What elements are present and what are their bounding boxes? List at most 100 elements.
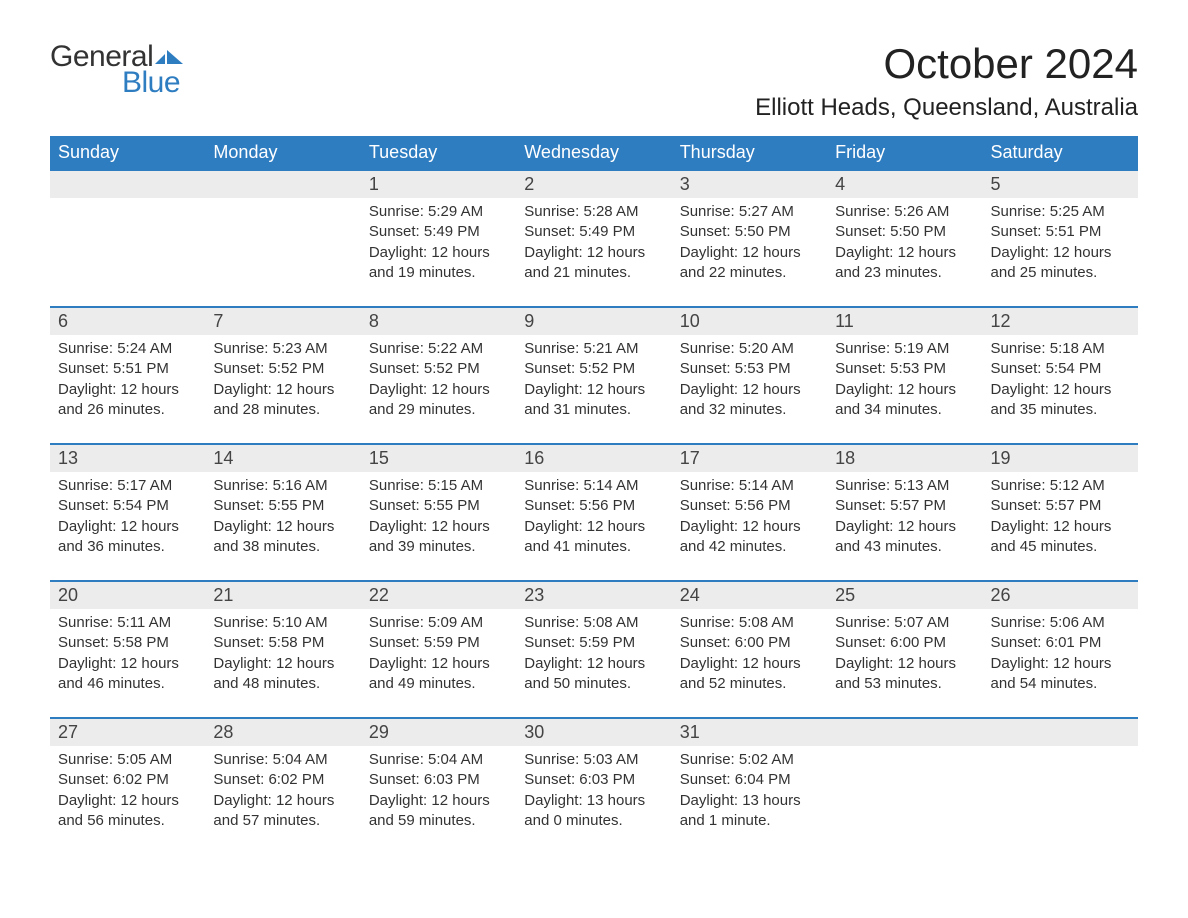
sunrise-text: Sunrise: 5:04 AM [369,750,508,770]
day-header-row: Sunday Monday Tuesday Wednesday Thursday… [50,136,1138,169]
week-row: 20212223242526Sunrise: 5:11 AMSunset: 5:… [50,580,1138,717]
week-row: 2728293031Sunrise: 5:05 AMSunset: 6:02 P… [50,717,1138,854]
week-row: 6789101112Sunrise: 5:24 AMSunset: 5:51 P… [50,306,1138,443]
date-cell: 17 [672,445,827,472]
day-cell: Sunrise: 5:11 AMSunset: 5:58 PMDaylight:… [50,609,205,717]
sunrise-text: Sunrise: 5:03 AM [524,750,663,770]
content-row: Sunrise: 5:24 AMSunset: 5:51 PMDaylight:… [50,335,1138,443]
date-cell: 6 [50,308,205,335]
day-cell: Sunrise: 5:22 AMSunset: 5:52 PMDaylight:… [361,335,516,443]
date-cell: 9 [516,308,671,335]
sunset-text: Sunset: 6:02 PM [213,770,352,790]
sunset-text: Sunset: 5:57 PM [991,496,1130,516]
day2-text: and 31 minutes. [524,400,663,420]
date-cell: 31 [672,719,827,746]
day1-text: Daylight: 12 hours [991,243,1130,263]
date-cell [983,719,1138,746]
week-row: 13141516171819Sunrise: 5:17 AMSunset: 5:… [50,443,1138,580]
day1-text: Daylight: 12 hours [213,380,352,400]
date-cell: 24 [672,582,827,609]
day-cell: Sunrise: 5:10 AMSunset: 5:58 PMDaylight:… [205,609,360,717]
date-cell: 10 [672,308,827,335]
sunset-text: Sunset: 5:59 PM [524,633,663,653]
page-title: October 2024 [755,40,1138,88]
day1-text: Daylight: 12 hours [369,380,508,400]
day-cell [50,198,205,306]
sunset-text: Sunset: 6:03 PM [524,770,663,790]
date-cell: 13 [50,445,205,472]
day-cell: Sunrise: 5:08 AMSunset: 6:00 PMDaylight:… [672,609,827,717]
day2-text: and 53 minutes. [835,674,974,694]
day1-text: Daylight: 12 hours [835,517,974,537]
date-cell: 27 [50,719,205,746]
date-cell: 4 [827,171,982,198]
day1-text: Daylight: 12 hours [991,380,1130,400]
day2-text: and 56 minutes. [58,811,197,831]
sunset-text: Sunset: 6:02 PM [58,770,197,790]
day1-text: Daylight: 12 hours [58,380,197,400]
day1-text: Daylight: 12 hours [369,791,508,811]
date-cell: 5 [983,171,1138,198]
day2-text: and 32 minutes. [680,400,819,420]
date-cell: 18 [827,445,982,472]
sunset-text: Sunset: 5:51 PM [58,359,197,379]
date-row: 6789101112 [50,308,1138,335]
date-cell: 16 [516,445,671,472]
day-cell: Sunrise: 5:08 AMSunset: 5:59 PMDaylight:… [516,609,671,717]
sunrise-text: Sunrise: 5:22 AM [369,339,508,359]
sunrise-text: Sunrise: 5:29 AM [369,202,508,222]
date-cell: 25 [827,582,982,609]
day-cell: Sunrise: 5:16 AMSunset: 5:55 PMDaylight:… [205,472,360,580]
day-cell: Sunrise: 5:28 AMSunset: 5:49 PMDaylight:… [516,198,671,306]
date-cell: 11 [827,308,982,335]
day-cell: Sunrise: 5:18 AMSunset: 5:54 PMDaylight:… [983,335,1138,443]
day2-text: and 26 minutes. [58,400,197,420]
day1-text: Daylight: 12 hours [835,380,974,400]
sunrise-text: Sunrise: 5:02 AM [680,750,819,770]
day1-text: Daylight: 12 hours [524,380,663,400]
sunrise-text: Sunrise: 5:07 AM [835,613,974,633]
sunset-text: Sunset: 5:49 PM [369,222,508,242]
sunrise-text: Sunrise: 5:21 AM [524,339,663,359]
day2-text: and 28 minutes. [213,400,352,420]
sunset-text: Sunset: 5:56 PM [680,496,819,516]
date-cell: 14 [205,445,360,472]
sunrise-text: Sunrise: 5:08 AM [524,613,663,633]
sunrise-text: Sunrise: 5:20 AM [680,339,819,359]
day2-text: and 38 minutes. [213,537,352,557]
day2-text: and 1 minute. [680,811,819,831]
day2-text: and 46 minutes. [58,674,197,694]
sunset-text: Sunset: 6:03 PM [369,770,508,790]
sunrise-text: Sunrise: 5:25 AM [991,202,1130,222]
day1-text: Daylight: 12 hours [369,243,508,263]
date-cell [205,171,360,198]
date-cell: 8 [361,308,516,335]
day-header-thursday: Thursday [672,136,827,169]
day-cell: Sunrise: 5:14 AMSunset: 5:56 PMDaylight:… [672,472,827,580]
sunset-text: Sunset: 5:59 PM [369,633,508,653]
date-cell: 23 [516,582,671,609]
content-row: Sunrise: 5:05 AMSunset: 6:02 PMDaylight:… [50,746,1138,854]
day2-text: and 22 minutes. [680,263,819,283]
day2-text: and 52 minutes. [680,674,819,694]
sunrise-text: Sunrise: 5:05 AM [58,750,197,770]
day2-text: and 23 minutes. [835,263,974,283]
day2-text: and 39 minutes. [369,537,508,557]
day1-text: Daylight: 12 hours [680,517,819,537]
date-cell: 30 [516,719,671,746]
day2-text: and 29 minutes. [369,400,508,420]
weeks-container: 12345Sunrise: 5:29 AMSunset: 5:49 PMDayl… [50,169,1138,854]
date-row: 13141516171819 [50,445,1138,472]
sunrise-text: Sunrise: 5:16 AM [213,476,352,496]
day-cell: Sunrise: 5:19 AMSunset: 5:53 PMDaylight:… [827,335,982,443]
date-cell: 21 [205,582,360,609]
day1-text: Daylight: 12 hours [835,654,974,674]
sunset-text: Sunset: 5:58 PM [213,633,352,653]
sunrise-text: Sunrise: 5:23 AM [213,339,352,359]
day2-text: and 43 minutes. [835,537,974,557]
day-cell: Sunrise: 5:26 AMSunset: 5:50 PMDaylight:… [827,198,982,306]
day1-text: Daylight: 12 hours [524,243,663,263]
day-cell: Sunrise: 5:15 AMSunset: 5:55 PMDaylight:… [361,472,516,580]
sunset-text: Sunset: 5:52 PM [524,359,663,379]
week-row: 12345Sunrise: 5:29 AMSunset: 5:49 PMDayl… [50,169,1138,306]
